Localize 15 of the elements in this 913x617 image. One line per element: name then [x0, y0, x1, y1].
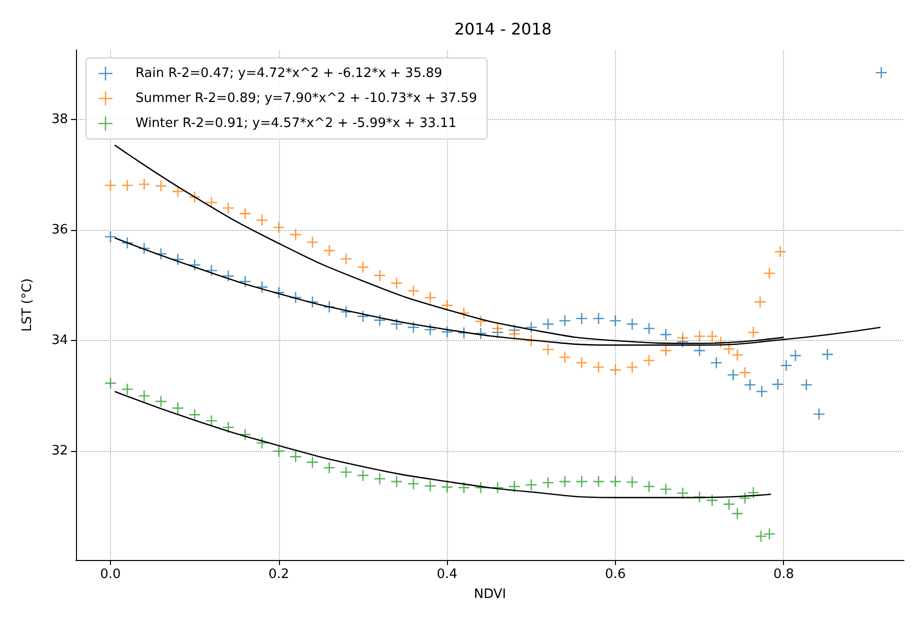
y-tick-label: 36	[51, 222, 68, 238]
y-tick-label: 34	[51, 333, 68, 348]
x-tick-label: 0.6	[605, 567, 626, 582]
y-tick-label: 38	[51, 112, 68, 128]
legend-label: Rain R-2=0.47; y=4.72*x^2 + -6.12*x + 35.89	[136, 66, 442, 81]
y-tick-label: 32	[51, 444, 68, 459]
x-axis-title: NDVI	[474, 587, 506, 602]
legend-label: Summer R-2=0.89; y=7.90*x^2 + -10.73*x + 37.59	[136, 91, 478, 106]
x-tick-label: 0.4	[436, 567, 458, 582]
chart-title: 2014 - 2018	[454, 20, 552, 38]
legend-label: Winter R-2=0.91; y=4.57*x^2 + -5.99*x + 33.11	[136, 116, 457, 131]
y-axis-title: LST (°C)	[20, 278, 35, 332]
x-tick-label: 0.8	[773, 567, 794, 582]
x-tick-label: 0.2	[268, 567, 290, 582]
x-tick-label: 0.0	[100, 567, 121, 582]
